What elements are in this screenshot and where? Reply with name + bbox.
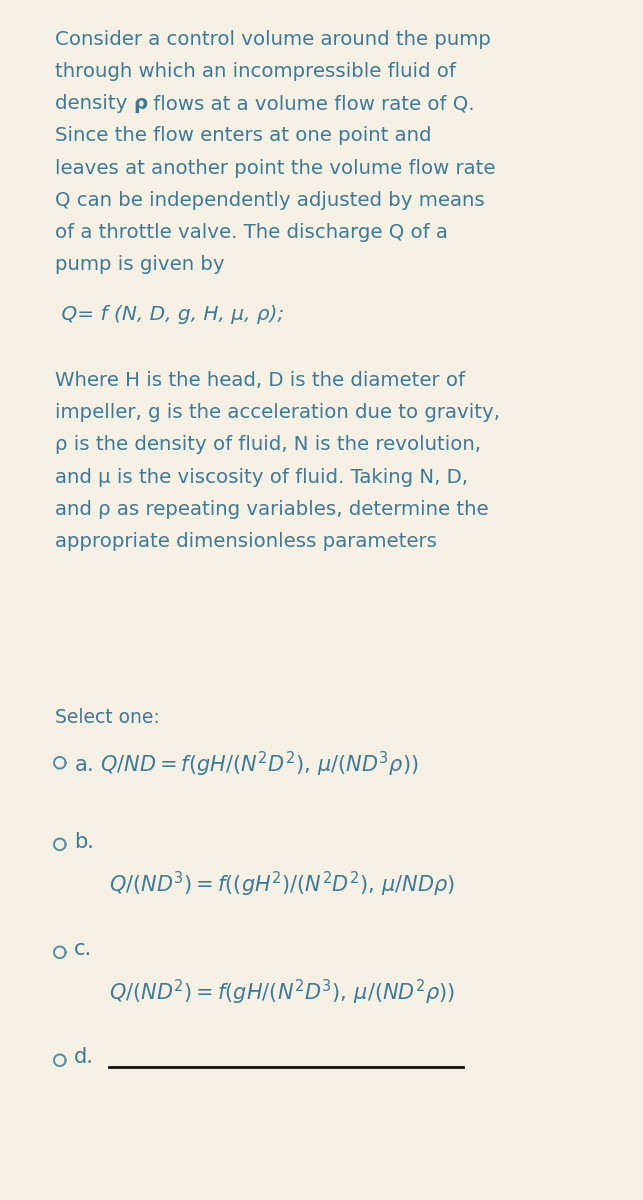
Text: Since the flow enters at one point and: Since the flow enters at one point and: [55, 126, 431, 145]
Text: d.: d.: [74, 1048, 94, 1068]
Text: flows at a volume flow rate of Q.: flows at a volume flow rate of Q.: [147, 95, 475, 113]
Text: through which an incompressible fluid of: through which an incompressible fluid of: [55, 62, 455, 82]
Text: ρ: ρ: [133, 95, 147, 113]
Text: and ρ as repeating variables, determine the: and ρ as repeating variables, determine …: [55, 499, 488, 518]
Text: a. $\mathit{Q/ND = f(gH/(N^2D^2),\, \mu/(ND^3\rho))}$: a. $\mathit{Q/ND = f(gH/(N^2D^2),\, \mu/…: [74, 750, 419, 779]
Text: pump is given by: pump is given by: [55, 256, 224, 274]
Text: impeller, g is the acceleration due to gravity,: impeller, g is the acceleration due to g…: [55, 403, 500, 422]
Text: $\mathit{Q/(ND^2) = f(gH/(N^2D^3),\, \mu/(ND^2\rho))}$: $\mathit{Q/(ND^2) = f(gH/(N^2D^3),\, \mu…: [109, 978, 456, 1007]
Text: Select one:: Select one:: [55, 708, 159, 727]
Text: $\mathit{Q/(ND^3) = f((gH^2)/(N^2D^2),\, \mu/ND\rho)}$: $\mathit{Q/(ND^3) = f((gH^2)/(N^2D^2),\,…: [109, 870, 456, 899]
Text: of a throttle valve. The discharge Q of a: of a throttle valve. The discharge Q of …: [55, 223, 448, 242]
Text: Where H is the head, D is the diameter of: Where H is the head, D is the diameter o…: [55, 371, 465, 390]
Text: Consider a control volume around the pump: Consider a control volume around the pum…: [55, 30, 491, 49]
Text: c.: c.: [74, 940, 92, 960]
Text: density: density: [55, 95, 133, 113]
Text: leaves at another point the volume flow rate: leaves at another point the volume flow …: [55, 158, 495, 178]
Text: Q can be independently adjusted by means: Q can be independently adjusted by means: [55, 191, 484, 210]
Text: and μ is the viscosity of fluid. Taking N, D,: and μ is the viscosity of fluid. Taking …: [55, 468, 467, 487]
Text: Q= f (N, D, g, H, μ, ρ);: Q= f (N, D, g, H, μ, ρ);: [55, 305, 284, 324]
Text: appropriate dimensionless parameters: appropriate dimensionless parameters: [55, 532, 437, 551]
Text: ρ is the density of fluid, N is the revolution,: ρ is the density of fluid, N is the revo…: [55, 436, 481, 455]
Text: b.: b.: [74, 832, 94, 852]
